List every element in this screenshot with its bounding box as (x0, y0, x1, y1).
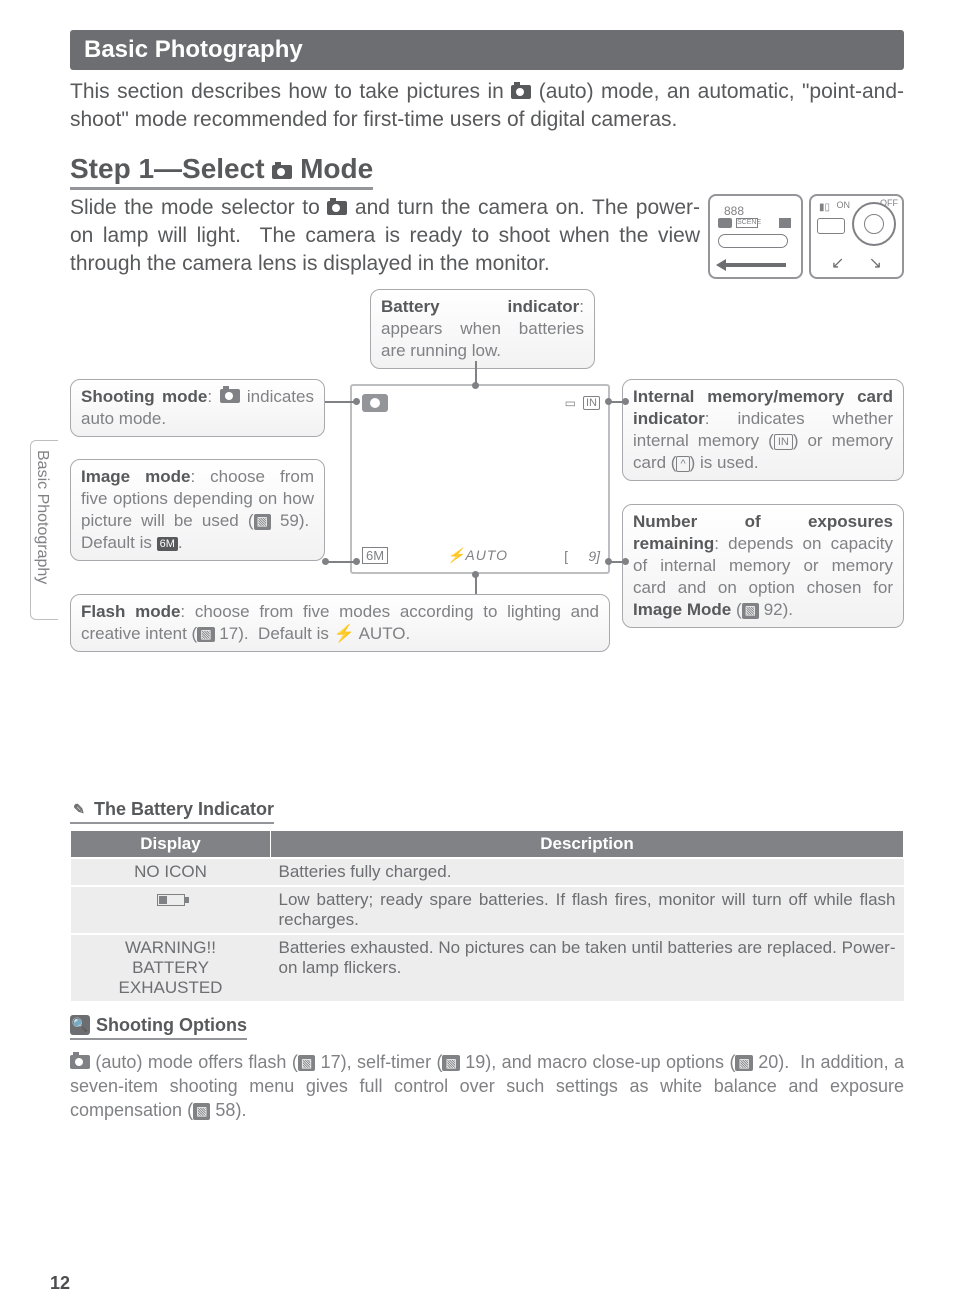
camera-icon (327, 201, 347, 215)
connector (325, 401, 355, 403)
connector-dot (622, 558, 629, 565)
col-description: Description (271, 830, 904, 858)
bubble-num-rest2: (▧ 92). (731, 600, 793, 619)
cell-display: WARNING!! BATTERY EXHAUSTED (71, 934, 271, 1001)
card-chip: ^ (676, 456, 689, 472)
bubble-battery: Battery indicator: appears when batterie… (370, 289, 595, 369)
magnify-icon: 🔍 (70, 1015, 90, 1035)
step-title: Step 1—Select Mode (70, 153, 373, 190)
screen-nine: 9] (588, 548, 600, 564)
camera-icon (511, 85, 531, 99)
connector-dot (353, 558, 360, 565)
bubble-num-bold2: Image Mode (633, 600, 731, 619)
bubble-shooting-mode: Shooting mode: indicates auto mode. (70, 379, 325, 437)
ref-icon: ▧ (298, 1055, 315, 1071)
table-row: Low battery; ready spare batteries. If f… (71, 886, 904, 934)
ref-icon: ▧ (254, 514, 271, 530)
ref-icon: ▧ (735, 1055, 752, 1071)
shooting-options-text: (auto) mode offers flash (▧ 17), self-ti… (70, 1050, 904, 1123)
connector (325, 561, 355, 563)
connector-dot (605, 558, 612, 565)
step-title-post: Mode (292, 153, 373, 184)
table-row: WARNING!! BATTERY EXHAUSTED Batteries ex… (71, 934, 904, 1001)
bubble-battery-bold: Battery indicator (381, 297, 579, 316)
camera-back-diagram: 888 SCENE (708, 194, 803, 279)
bubble-image-mode: Image mode: choose from five options dep… (70, 459, 325, 561)
camera-icon (70, 1055, 90, 1069)
battery-table: Display Description NO ICON Batteries fu… (70, 830, 904, 1001)
bubble-memory: Internal memory/memory card indicator: i… (622, 379, 904, 481)
side-label: Basic Photography (33, 450, 51, 584)
screen-mem-icon: ▭ (565, 396, 576, 410)
cell-desc: Batteries exhausted. No pictures can be … (271, 934, 904, 1001)
camera-icon (220, 389, 240, 403)
lcd-diagram: Battery indicator: appears when batterie… (70, 289, 904, 709)
connector-dot (322, 558, 329, 565)
camera-top-diagram: ▮▯ ON OFF ↘ ↙ (809, 194, 904, 279)
bubble-shoot-bold: Shooting mode (81, 387, 207, 406)
bubble-flash-bold: Flash mode (81, 602, 180, 621)
step-body: Slide the mode selector to and turn the … (70, 194, 700, 279)
pencil-icon: ✎ (70, 800, 88, 818)
step-title-pre: Step 1—Select (70, 153, 272, 184)
screen-auto: ⚡AUTO (447, 547, 508, 564)
connector-dot (472, 571, 479, 578)
ref-icon: ▧ (442, 1055, 459, 1071)
intro-text: This section describes how to take pictu… (70, 78, 904, 135)
bubble-mem-bold: Internal memory/memory card indicator (633, 387, 893, 428)
camera-diagrams: 888 SCENE ▮▯ ON OFF ↘ ↙ (708, 194, 904, 279)
screen-in-icon: IN (583, 396, 600, 410)
shooting-section-title: Shooting Options (96, 1015, 247, 1036)
bubble-image-bold: Image mode (81, 467, 190, 486)
shooting-section-label: 🔍 Shooting Options (70, 1015, 247, 1040)
screen-6m: 6M (362, 547, 388, 564)
cell-desc: Batteries fully charged. (271, 858, 904, 886)
battery-section-label: ✎ The Battery Indicator (70, 799, 274, 824)
6m-chip: 6M (157, 537, 178, 551)
connector-dot (353, 398, 360, 405)
connector-dot (622, 398, 629, 405)
ref-icon: ▧ (742, 603, 759, 619)
page-number: 12 (50, 1273, 70, 1294)
battery-section-title: The Battery Indicator (94, 799, 274, 820)
in-chip: IN (774, 434, 793, 450)
cell-display (71, 886, 271, 934)
connector-dot (605, 398, 612, 405)
screen-camera-icon (362, 394, 388, 412)
lcd-screen: ▭ IN 6M ⚡AUTO [ 9] (350, 384, 610, 574)
ref-icon: ▧ (193, 1103, 210, 1119)
connector (475, 361, 477, 384)
bubble-exposures: Number of exposures remaining: depends o… (622, 504, 904, 628)
cell-display: NO ICON (71, 858, 271, 886)
cell-desc: Low battery; ready spare batteries. If f… (271, 886, 904, 934)
connector-dot (472, 382, 479, 389)
col-display: Display (71, 830, 271, 858)
ref-icon: ▧ (197, 627, 214, 643)
table-row: NO ICON Batteries fully charged. (71, 858, 904, 886)
battery-low-icon (157, 894, 185, 906)
section-header: Basic Photography (70, 30, 904, 70)
table-header-row: Display Description (71, 830, 904, 858)
bubble-flash-mode: Flash mode: choose from five modes accor… (70, 594, 610, 652)
camera-icon (272, 165, 292, 179)
screen-bracket: [ (564, 548, 568, 564)
